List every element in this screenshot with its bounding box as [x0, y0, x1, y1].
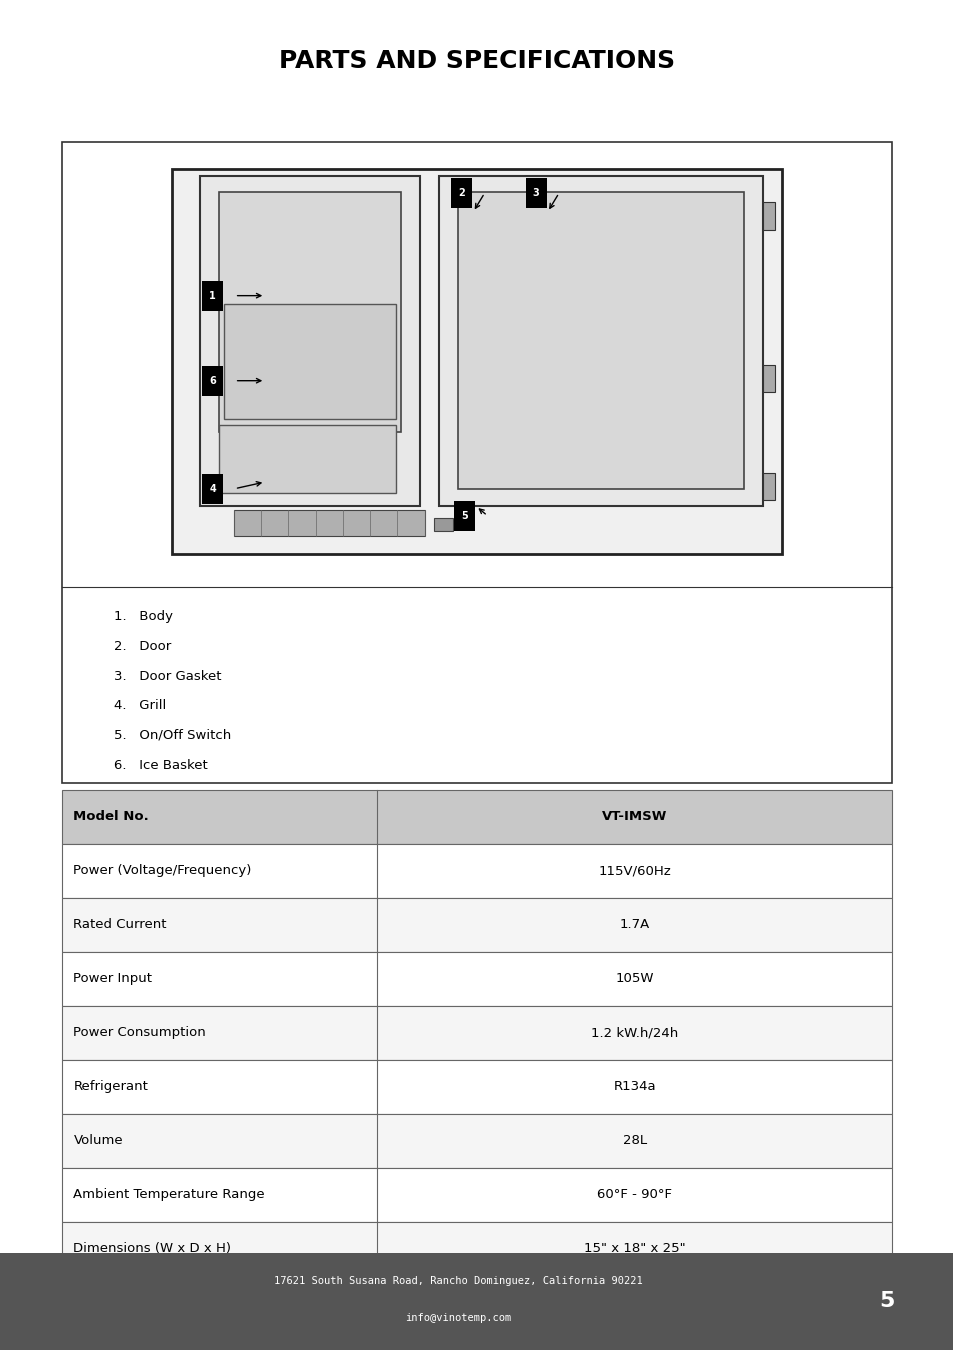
Text: 5.   On/Off Switch: 5. On/Off Switch [114, 729, 232, 742]
Bar [457, 192, 743, 489]
Bar [62, 844, 891, 898]
Bar [62, 1006, 891, 1060]
Bar [62, 1060, 891, 1114]
Bar [202, 281, 223, 311]
Bar [62, 952, 891, 1006]
Text: Ambient Temperature Range: Ambient Temperature Range [73, 1188, 265, 1202]
Bar [62, 898, 891, 952]
Bar [62, 1114, 891, 1168]
Bar [219, 425, 395, 493]
Text: Power Input: Power Input [73, 972, 152, 986]
Text: 3: 3 [532, 188, 539, 198]
Text: 15" x 18" x 25": 15" x 18" x 25" [583, 1242, 685, 1256]
Text: 5: 5 [460, 510, 468, 521]
Bar [62, 142, 891, 783]
Text: 17621 South Susana Road, Rancho Dominguez, California 90221: 17621 South Susana Road, Rancho Domingue… [274, 1276, 641, 1287]
Bar [0, 1253, 953, 1350]
Text: 1.   Body: 1. Body [114, 610, 173, 624]
Text: 60°F - 90°F: 60°F - 90°F [597, 1188, 672, 1202]
Text: 4.   Grill: 4. Grill [114, 699, 167, 713]
Text: 1.2 kW.h/24h: 1.2 kW.h/24h [591, 1026, 678, 1040]
Bar [451, 178, 472, 208]
Bar [762, 472, 774, 499]
Bar [454, 501, 475, 531]
Bar [202, 366, 223, 396]
Text: 3.   Door Gasket: 3. Door Gasket [114, 670, 222, 683]
Text: VT-IMSW: VT-IMSW [601, 810, 667, 824]
Bar [62, 1222, 891, 1276]
Text: 1: 1 [209, 290, 216, 301]
Bar [200, 176, 419, 506]
Text: 28L: 28L [622, 1134, 646, 1148]
Text: Model No.: Model No. [73, 810, 149, 824]
Text: 2: 2 [457, 188, 465, 198]
Text: info@vinotemp.com: info@vinotemp.com [404, 1312, 511, 1323]
Text: Power (Voltage/Frequency): Power (Voltage/Frequency) [73, 864, 252, 878]
Text: 115V/60Hz: 115V/60Hz [598, 864, 670, 878]
Text: Rated Current: Rated Current [73, 918, 167, 932]
Bar [762, 202, 774, 230]
Text: 6: 6 [209, 375, 216, 386]
Bar [224, 304, 395, 418]
Bar [438, 176, 762, 506]
Text: 5: 5 [879, 1292, 894, 1311]
Text: 1.7A: 1.7A [618, 918, 649, 932]
Bar [525, 178, 546, 208]
Bar [172, 169, 781, 554]
Text: Power Consumption: Power Consumption [73, 1026, 206, 1040]
Text: 105W: 105W [615, 972, 653, 986]
Text: R134a: R134a [613, 1080, 656, 1094]
Bar [434, 518, 453, 531]
Text: V: V [555, 364, 684, 526]
Text: PARTS AND SPECIFICATIONS: PARTS AND SPECIFICATIONS [278, 49, 675, 73]
Text: 4: 4 [209, 483, 216, 494]
Bar [762, 364, 774, 391]
Bar [62, 790, 891, 844]
Bar [233, 510, 424, 536]
Text: Volume: Volume [73, 1134, 123, 1148]
Text: 6.   Ice Basket: 6. Ice Basket [114, 759, 208, 772]
Text: Refrigerant: Refrigerant [73, 1080, 148, 1094]
Bar [202, 474, 223, 504]
Bar [62, 1168, 891, 1222]
Bar [219, 192, 400, 432]
Text: Dimensions (W x D x H): Dimensions (W x D x H) [73, 1242, 232, 1256]
Text: 2.   Door: 2. Door [114, 640, 172, 653]
